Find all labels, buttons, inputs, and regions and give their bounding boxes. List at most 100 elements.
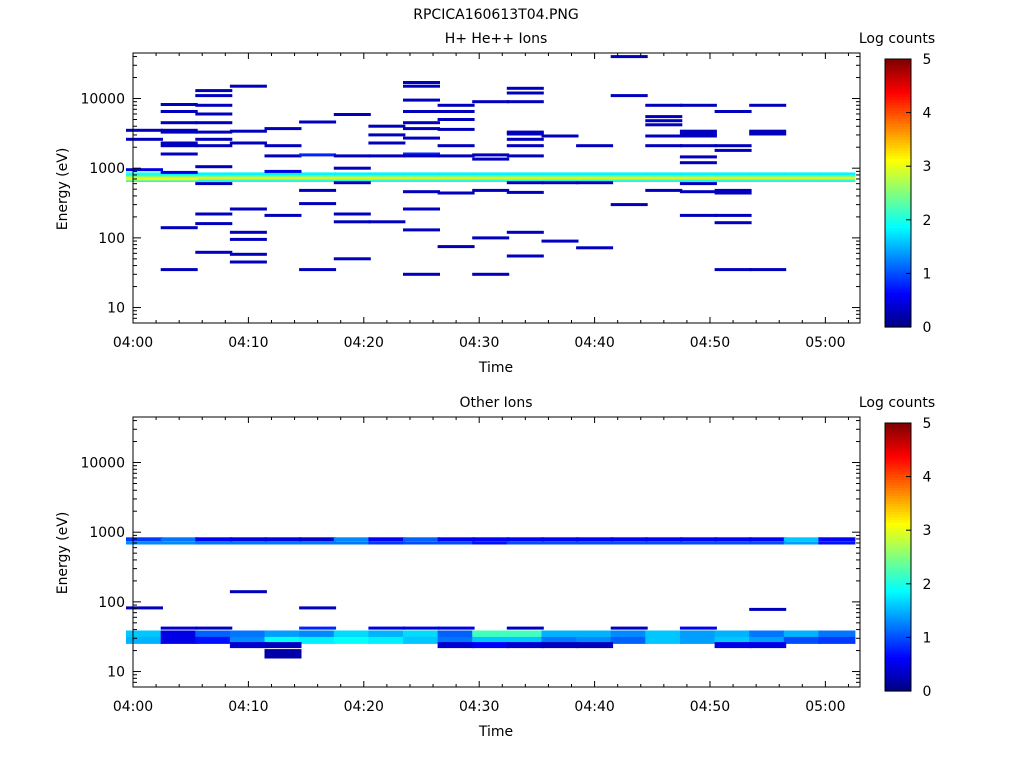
heatmap-cell <box>679 103 717 107</box>
heatmap-cell <box>576 178 614 182</box>
colorbar-tick-label: 2 <box>923 213 932 229</box>
heatmap-cell <box>472 153 510 157</box>
heatmap-cell <box>749 177 787 181</box>
heatmap-cell <box>403 152 440 156</box>
heatmap-cell <box>299 175 337 179</box>
heatmap-cell <box>749 541 787 545</box>
heatmap-cell <box>126 606 163 610</box>
heatmap-cell <box>506 86 544 90</box>
heatmap-cell <box>783 178 821 182</box>
heatmap-cell <box>195 103 233 107</box>
heatmap-cell <box>472 177 510 181</box>
heatmap-cell <box>506 130 544 134</box>
heatmap-cell <box>645 172 683 176</box>
heatmap-cell <box>818 630 856 639</box>
heatmap-cell <box>403 110 440 113</box>
heatmap-cell <box>403 537 440 542</box>
heatmap-cell <box>472 175 510 179</box>
heatmap-cell <box>506 230 544 234</box>
heatmap-cell <box>195 250 233 254</box>
heatmap-cell <box>160 226 198 230</box>
heatmap-cell <box>679 541 717 545</box>
heatmap-cell <box>368 154 406 158</box>
heatmap-cell <box>783 177 821 181</box>
heatmap-cell <box>264 175 302 179</box>
heatmap-cell <box>229 636 267 644</box>
heatmap-cell <box>229 172 267 176</box>
heatmap-cell <box>783 537 821 542</box>
heatmap-cell <box>818 175 856 179</box>
heatmap-cell <box>506 100 544 104</box>
heatmap-cell <box>714 148 752 152</box>
heatmap-cell <box>299 177 337 181</box>
heatmap-cell <box>610 541 648 545</box>
colorbar-tick-label: 4 <box>923 470 932 486</box>
x-tick-label: 05:00 <box>805 699 845 715</box>
heatmap-cell <box>818 172 856 176</box>
heatmap-cell <box>749 174 787 177</box>
heatmap-cell <box>749 172 787 176</box>
heatmap-cell <box>160 537 198 542</box>
x-axis-label: Time <box>478 724 513 740</box>
heatmap-cell <box>472 157 510 161</box>
x-axis-label: Time <box>478 360 513 376</box>
heatmap-cell <box>472 636 510 644</box>
x-tick-label: 04:50 <box>690 335 730 351</box>
y-tick-label: 100 <box>98 595 125 611</box>
heatmap-cell <box>645 123 683 127</box>
heatmap-cell <box>368 178 406 182</box>
heatmap-cell <box>714 175 752 179</box>
heatmap-cell <box>368 537 406 542</box>
heatmap-cell <box>541 537 579 542</box>
heatmap-cell <box>403 154 440 158</box>
heatmap-cell <box>195 212 233 216</box>
heatmap-cell <box>610 172 648 176</box>
y-tick-label: 10000 <box>80 456 125 472</box>
heatmap-cell <box>195 112 233 116</box>
heatmap-cell <box>714 110 752 113</box>
heatmap-cell <box>576 172 614 176</box>
heatmap-cell <box>714 177 752 181</box>
heatmap-cell <box>126 636 163 644</box>
heatmap-cell <box>472 537 510 542</box>
heatmap-cell <box>195 182 233 186</box>
heatmap-cell <box>229 178 267 182</box>
heatmap-cell <box>437 626 475 630</box>
heatmap-cell <box>299 541 337 545</box>
heatmap-cell <box>679 129 717 133</box>
heatmap-cell <box>679 161 717 165</box>
heatmap-cell <box>299 153 337 157</box>
heatmap-cell <box>506 137 544 141</box>
heatmap-cell <box>160 103 198 106</box>
panel-title: H+ He++ Ions <box>445 31 548 47</box>
heatmap-cell <box>506 91 544 95</box>
heatmap-cell <box>403 177 440 181</box>
heatmap-cell <box>437 175 475 179</box>
heatmap-cell <box>576 175 614 179</box>
x-tick-label: 04:10 <box>228 335 268 351</box>
heatmap-cell <box>679 213 717 217</box>
heatmap-cell <box>160 268 198 272</box>
heatmap-cell <box>229 642 267 649</box>
heatmap-cell <box>403 127 440 131</box>
heatmap-cell <box>299 626 337 630</box>
heatmap-cell <box>403 175 440 179</box>
heatmap-cell <box>333 541 371 545</box>
heatmap-cell <box>645 188 683 192</box>
heatmap-cell <box>679 144 717 148</box>
colorbar-tick-label: 2 <box>923 577 932 593</box>
x-tick-label: 05:00 <box>805 335 845 351</box>
heatmap-cell <box>818 537 856 542</box>
heatmap-cell <box>299 202 337 206</box>
y-tick-label: 10 <box>107 665 125 681</box>
heatmap-cell <box>541 636 579 644</box>
heatmap-cell <box>264 144 302 148</box>
heatmap-cell <box>714 213 752 217</box>
heatmap-cell <box>610 174 648 177</box>
heatmap-cell <box>333 177 371 181</box>
heatmap-cell <box>714 144 752 148</box>
heatmap-cell <box>783 630 821 639</box>
heatmap-cell <box>160 630 198 639</box>
heatmap-cell <box>195 174 233 177</box>
heatmap-cell <box>437 642 475 649</box>
